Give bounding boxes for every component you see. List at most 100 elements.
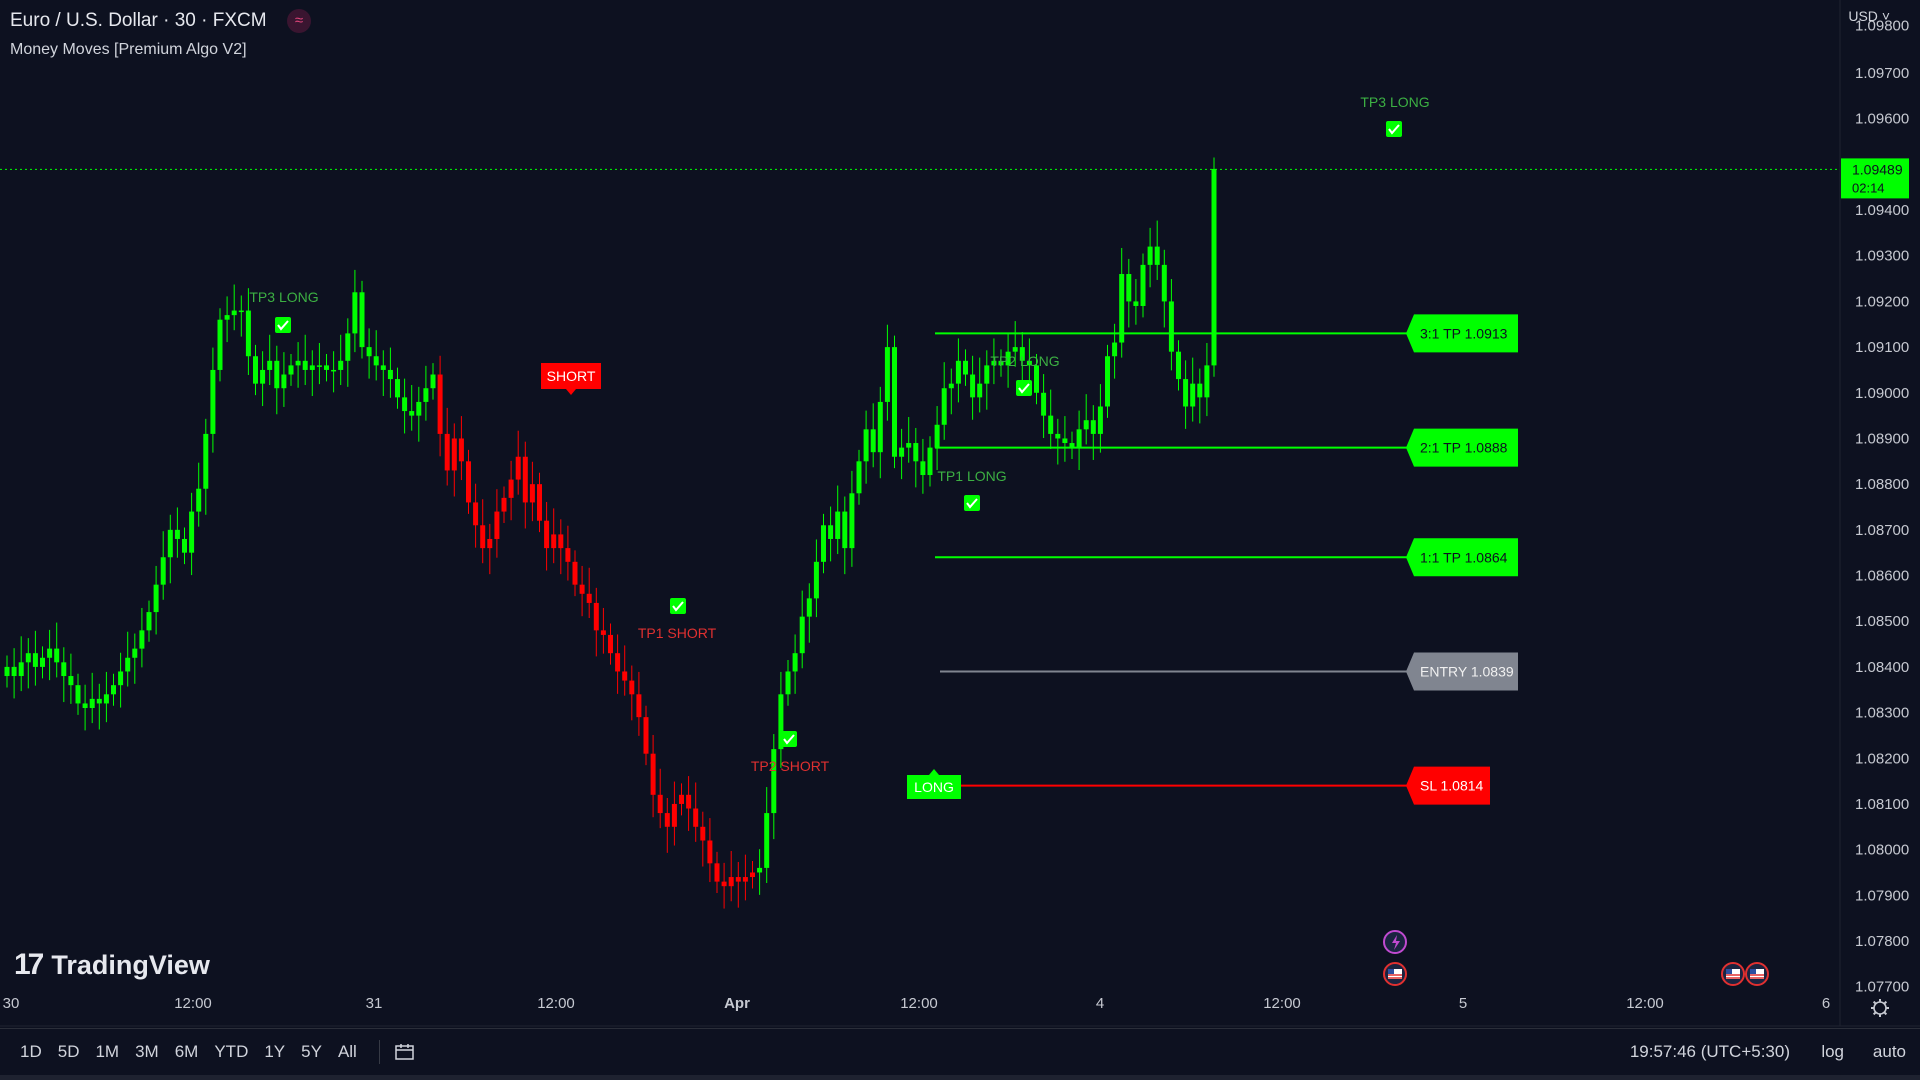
- candle-body[interactable]: [1154, 246, 1160, 265]
- auto-scale-button[interactable]: auto: [1872, 1042, 1906, 1061]
- candle-body[interactable]: [402, 397, 408, 412]
- candle-body[interactable]: [174, 529, 180, 539]
- candle-body[interactable]: [835, 511, 841, 539]
- timeframe-1d-button[interactable]: 1D: [20, 1042, 42, 1061]
- currency-dropdown[interactable]: USD ˅: [1848, 8, 1890, 24]
- candle-body[interactable]: [870, 429, 876, 453]
- candle-body[interactable]: [61, 662, 67, 677]
- level-tag[interactable]: [1406, 538, 1518, 577]
- candle-body[interactable]: [934, 424, 940, 448]
- candle-body[interactable]: [750, 872, 755, 878]
- candle-body[interactable]: [167, 529, 173, 558]
- candle-body[interactable]: [345, 333, 351, 361]
- candle-body[interactable]: [288, 365, 294, 375]
- session-clock[interactable]: 19:57:46 (UTC+5:30): [1629, 1042, 1790, 1061]
- candle-body[interactable]: [380, 365, 386, 370]
- candle-body[interactable]: [1126, 274, 1132, 302]
- level-tag[interactable]: [1406, 428, 1518, 467]
- candle-body[interactable]: [25, 653, 31, 663]
- candle-body[interactable]: [1140, 264, 1146, 306]
- candle-body[interactable]: [1034, 365, 1039, 393]
- candle-body[interactable]: [281, 374, 287, 389]
- lightning-event-icon[interactable]: [1383, 930, 1407, 954]
- candle-body[interactable]: [480, 525, 486, 549]
- indicator-title[interactable]: Money Moves [Premium Algo V2]: [10, 41, 247, 58]
- candle-body[interactable]: [196, 488, 202, 512]
- candle-body[interactable]: [970, 374, 976, 398]
- candle-body[interactable]: [913, 443, 919, 462]
- candle-body[interactable]: [210, 369, 216, 434]
- candle-body[interactable]: [792, 653, 798, 672]
- candle-body[interactable]: [153, 584, 159, 613]
- price-chart[interactable]: 1.07700 1.07800 1.07900 1.08000 1.08100 1.082…: [0, 0, 1920, 1028]
- candle-body[interactable]: [657, 794, 663, 814]
- candle-body[interactable]: [899, 447, 905, 457]
- candle-body[interactable]: [977, 383, 983, 398]
- candle-body[interactable]: [998, 360, 1004, 366]
- candle-body[interactable]: [11, 666, 17, 677]
- candle-body[interactable]: [494, 511, 500, 539]
- last-price-tag[interactable]: [1841, 158, 1909, 199]
- candle-body[interactable]: [416, 401, 422, 416]
- candle-body[interactable]: [316, 365, 322, 367]
- candle-body[interactable]: [217, 319, 223, 370]
- candle-body[interactable]: [608, 634, 613, 654]
- candle-body[interactable]: [544, 520, 550, 549]
- candle-body[interactable]: [1097, 406, 1103, 434]
- candle-body[interactable]: [686, 794, 692, 809]
- level-tag[interactable]: [1406, 766, 1490, 805]
- level-tag[interactable]: [1406, 314, 1518, 353]
- candle-body[interactable]: [302, 360, 308, 370]
- candle-body[interactable]: [714, 863, 720, 882]
- candle-body[interactable]: [238, 310, 244, 313]
- candle-body[interactable]: [813, 561, 819, 599]
- timeframe-6m-button[interactable]: 6M: [174, 1042, 199, 1061]
- candle-body[interactable]: [664, 813, 670, 827]
- candle-body[interactable]: [324, 365, 329, 370]
- candle-body[interactable]: [267, 360, 273, 370]
- candle-body[interactable]: [182, 538, 187, 553]
- candle-body[interactable]: [96, 698, 102, 704]
- candle-body[interactable]: [700, 826, 706, 841]
- us-flag-event-icon[interactable]: [1383, 962, 1407, 986]
- timeframe-all-button[interactable]: All: [337, 1042, 357, 1061]
- timeframe-ytd-button[interactable]: YTD: [214, 1042, 249, 1061]
- candle-body[interactable]: [728, 877, 734, 887]
- candle-body[interactable]: [40, 657, 45, 667]
- candle-body[interactable]: [68, 676, 74, 686]
- candle-body[interactable]: [984, 365, 990, 384]
- candle-body[interactable]: [778, 694, 784, 750]
- candle-body[interactable]: [1048, 415, 1054, 434]
- candle-body[interactable]: [764, 813, 770, 868]
- candle-body[interactable]: [955, 360, 961, 384]
- candle-body[interactable]: [487, 538, 493, 549]
- candle-body[interactable]: [1069, 443, 1075, 448]
- level-tag[interactable]: [1406, 652, 1518, 691]
- candle-body[interactable]: [352, 292, 358, 334]
- candle-body[interactable]: [679, 794, 684, 804]
- candle-body[interactable]: [1183, 379, 1189, 407]
- candle-body[interactable]: [842, 511, 848, 549]
- candle-body[interactable]: [622, 671, 628, 681]
- candle-body[interactable]: [1012, 347, 1018, 352]
- candle-body[interactable]: [359, 292, 365, 348]
- candle-body[interactable]: [629, 680, 635, 695]
- candle-body[interactable]: [473, 502, 479, 526]
- candle-body[interactable]: [593, 602, 599, 631]
- timeframe-5d-button[interactable]: 5D: [57, 1042, 80, 1061]
- candle-body[interactable]: [920, 461, 926, 476]
- date-range-icon[interactable]: [394, 1043, 416, 1061]
- candle-body[interactable]: [806, 598, 812, 617]
- candle-body[interactable]: [260, 369, 266, 384]
- candle-body[interactable]: [231, 310, 237, 316]
- candle-body[interactable]: [1204, 365, 1210, 398]
- candle-body[interactable]: [877, 401, 883, 453]
- candle-body[interactable]: [515, 456, 521, 480]
- candle-body[interactable]: [863, 429, 869, 462]
- candle-body[interactable]: [1041, 392, 1047, 416]
- timeframe-5y-button[interactable]: 5Y: [301, 1042, 322, 1061]
- candle-body[interactable]: [586, 593, 592, 603]
- candle-body[interactable]: [636, 694, 642, 718]
- candle-body[interactable]: [579, 584, 585, 594]
- candle-body[interactable]: [125, 657, 131, 672]
